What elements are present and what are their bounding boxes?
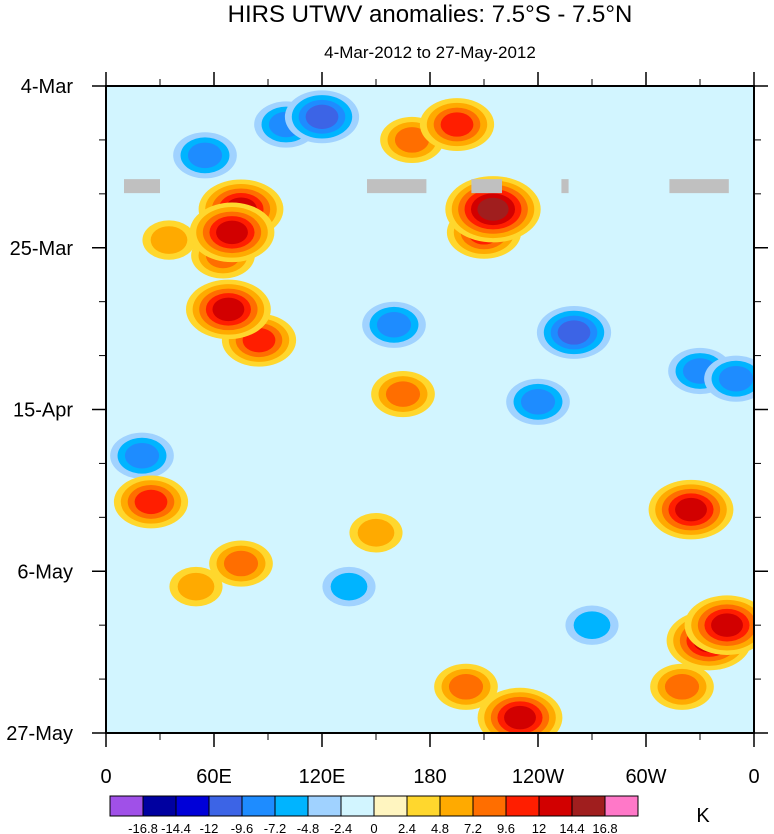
anomaly-cell bbox=[150, 226, 188, 254]
anomaly-field bbox=[110, 90, 754, 733]
anomaly-cell bbox=[385, 381, 421, 407]
anomaly-cell bbox=[711, 613, 743, 637]
colorbar-label: -7.2 bbox=[264, 821, 286, 834]
anomaly-cell bbox=[187, 142, 223, 169]
colorbar-swatch bbox=[604, 795, 639, 817]
missing-data-bar bbox=[124, 179, 160, 194]
missing-data-bar bbox=[561, 179, 569, 194]
anomaly-cell bbox=[376, 312, 412, 338]
colorbar-swatch bbox=[175, 795, 210, 817]
x-tick-label: 60E bbox=[196, 766, 232, 788]
colorbar-label: -16.8 bbox=[128, 821, 158, 834]
anomaly-cell bbox=[212, 297, 245, 322]
colorbar-swatch bbox=[439, 795, 474, 817]
anomaly-cell bbox=[664, 674, 700, 700]
colorbar-label: 9.6 bbox=[497, 821, 515, 834]
y-axis: 4-Mar 25-Mar 15-Apr 6-May 27-May bbox=[6, 76, 768, 745]
colorbar-label: 14.4 bbox=[559, 821, 584, 834]
x-tick-label: 180 bbox=[413, 766, 446, 788]
anomaly-cell bbox=[573, 611, 611, 639]
colorbar-swatch bbox=[538, 795, 573, 817]
colorbar: -16.8 -14.4 -12 -9.6 -7.2 -4.8 -2.4 0 2.4 4.8 7.2 9… bbox=[109, 795, 639, 834]
colorbar-swatch bbox=[340, 795, 375, 817]
missing-data-layer bbox=[124, 179, 729, 194]
anomaly-cell bbox=[216, 220, 248, 245]
x-tick-label: 120W bbox=[512, 766, 564, 788]
colorbar-swatch bbox=[274, 795, 309, 817]
x-axis: 0 60E 120E 180 120W 60W 0 bbox=[100, 72, 760, 788]
colorbar-label: -12 bbox=[200, 821, 219, 834]
x-tick-label: 0 bbox=[100, 766, 111, 788]
colorbar-label: -4.8 bbox=[297, 821, 319, 834]
colorbar-swatch bbox=[208, 795, 243, 817]
anomaly-cell bbox=[357, 518, 395, 547]
anomaly-cell bbox=[504, 705, 536, 730]
anomaly-cell bbox=[477, 197, 509, 221]
colorbar-swatch bbox=[571, 795, 606, 817]
anomaly-cell bbox=[440, 112, 474, 137]
colorbar-swatch bbox=[241, 795, 276, 817]
colorbar-swatch bbox=[142, 795, 177, 817]
colorbar-label: -2.4 bbox=[330, 821, 352, 834]
colorbar-label: 2.4 bbox=[398, 821, 416, 834]
chart-title: HIRS UTWV anomalies: 7.5°S - 7.5°N bbox=[228, 1, 633, 28]
colorbar-label: 4.8 bbox=[431, 821, 449, 834]
anomaly-cell bbox=[124, 442, 160, 469]
anomaly-cell bbox=[520, 389, 556, 415]
plot-background bbox=[106, 86, 754, 733]
x-tick-label: 0 bbox=[748, 766, 759, 788]
y-tick-label: 25-Mar bbox=[10, 238, 74, 260]
colorbar-swatch bbox=[109, 795, 144, 817]
colorbar-label: 12 bbox=[532, 821, 546, 834]
colorbar-swatch bbox=[373, 795, 408, 817]
units-label: K bbox=[696, 805, 710, 827]
colorbar-swatch bbox=[307, 795, 342, 817]
anomaly-cell bbox=[134, 489, 168, 515]
missing-data-bar bbox=[471, 179, 502, 194]
chart-subtitle: 4-Mar-2012 to 27-May-2012 bbox=[324, 43, 536, 62]
missing-data-bar bbox=[669, 179, 729, 194]
anomaly-cell bbox=[557, 320, 591, 345]
colorbar-label: 16.8 bbox=[592, 821, 617, 834]
colorbar-swatch bbox=[406, 795, 441, 817]
colorbar-swatch bbox=[472, 795, 507, 817]
missing-data-bar bbox=[367, 179, 427, 194]
anomaly-cell bbox=[394, 127, 430, 153]
y-tick-label: 27-May bbox=[6, 723, 73, 745]
colorbar-label: -9.6 bbox=[231, 821, 253, 834]
anomaly-cell bbox=[177, 572, 215, 601]
y-tick-label: 6-May bbox=[17, 561, 73, 583]
colorbar-label: -14.4 bbox=[161, 821, 191, 834]
anomaly-cell bbox=[718, 365, 754, 392]
anomaly-cell bbox=[675, 497, 707, 522]
y-tick-label: 15-Apr bbox=[13, 400, 73, 422]
anomaly-cell bbox=[223, 550, 259, 577]
colorbar-label: 7.2 bbox=[464, 821, 482, 834]
x-tick-label: 60W bbox=[625, 766, 666, 788]
colorbar-swatch bbox=[505, 795, 540, 817]
x-tick-label: 120E bbox=[299, 766, 346, 788]
y-tick-label: 4-Mar bbox=[21, 76, 74, 98]
anomaly-cell bbox=[330, 572, 368, 601]
anomaly-cell bbox=[305, 104, 339, 129]
anomaly-cell bbox=[448, 674, 484, 700]
colorbar-label: 0 bbox=[370, 821, 377, 834]
